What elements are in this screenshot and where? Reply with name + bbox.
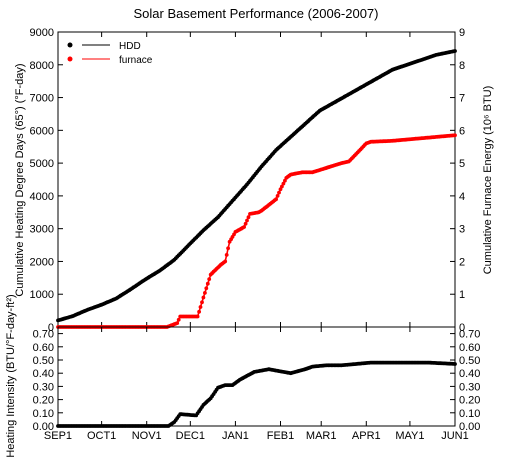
furnace-series-point xyxy=(274,197,278,202)
bottom-left-tick-label: 0.10 xyxy=(33,408,54,420)
chart-title: Solar Basement Performance (2006-2007) xyxy=(134,6,379,21)
bottom-left-tick-label: 0.50 xyxy=(33,355,54,367)
top-left-tick-label: 5000 xyxy=(30,158,54,170)
furnace-series-point xyxy=(223,259,228,264)
top-right-tick-label: 6 xyxy=(459,125,465,137)
bottom-right-tick-label: 0.10 xyxy=(459,408,480,420)
top-right-tick-label: 3 xyxy=(459,224,465,236)
bottom-right-axis: 0.000.100.20 0.300.400.500.600.70 xyxy=(450,329,480,433)
x-tick-label: DEC1 xyxy=(176,430,205,442)
furnace-series-point xyxy=(197,309,202,314)
x-tick-label: NOV1 xyxy=(132,430,162,442)
top-right-tick-label: 4 xyxy=(459,191,465,203)
y-axis-label-right: Cumulative Furnace Energy (10⁶ BTU) xyxy=(482,86,494,275)
furnace-series-point xyxy=(198,305,203,309)
bottom-right-tick-label: 0.20 xyxy=(459,395,480,407)
furnace-series-point xyxy=(175,321,180,325)
top-right-tick-label: 7 xyxy=(459,93,465,105)
furnace-series-point xyxy=(280,184,284,189)
top-left-tick-label: 4000 xyxy=(30,191,54,203)
bottom-x-axis: SEP1 OCT1 NOV1 DEC1 JAN1 FEB1 MAR1 APR1 MAY1 JUN1 xyxy=(44,327,469,442)
top-left-axis: 0 1000 2000 3000 4000 5000 6000 7000 8000 9000 xyxy=(30,27,63,334)
furnace-series-point xyxy=(281,181,286,186)
legend-label-hdd: HDD xyxy=(119,41,141,52)
x-tick-label: MAR1 xyxy=(306,430,337,442)
bottom-series-group xyxy=(56,360,457,428)
furnace-series-point xyxy=(246,215,251,220)
furnace-series-point xyxy=(207,277,212,281)
top-left-tick-label: 8000 xyxy=(30,60,54,72)
furnace-series-point xyxy=(278,187,283,192)
top-right-tick-label: 8 xyxy=(459,60,465,72)
legend-label-furnace: furnace xyxy=(119,55,153,66)
hdd-series-line xyxy=(57,50,456,322)
x-tick-label: SEP1 xyxy=(44,430,72,442)
furnace-series-point xyxy=(205,281,210,286)
furnace-series-point xyxy=(275,194,280,198)
top-left-tick-label: 0 xyxy=(48,322,54,334)
bottom-right-tick-label: 0.60 xyxy=(459,342,480,354)
hdd-series-point xyxy=(453,49,457,53)
top-left-tick-label: 9000 xyxy=(30,27,54,39)
top-left-tick-label: 2000 xyxy=(30,256,54,268)
furnace-series-point xyxy=(277,190,281,195)
top-right-tick-label: 2 xyxy=(459,256,465,268)
bottom-left-tick-label: 0.40 xyxy=(33,368,54,380)
x-tick-label: OCT1 xyxy=(87,430,116,442)
bottom-right-tick-label: 0.30 xyxy=(459,381,480,393)
top-right-tick-label: 0 xyxy=(459,322,465,334)
top-plot: 0 1000 2000 3000 4000 5000 6000 7000 8000 9000 0 1… xyxy=(14,27,494,334)
y-axis-label-left: Cumulative Heating Degree Days (65°) (°F… xyxy=(14,63,26,296)
x-tick-label: JUN1 xyxy=(441,430,469,442)
top-right-tick-label: 9 xyxy=(459,27,465,39)
furnace-series-point xyxy=(195,314,200,319)
furnace-series-point xyxy=(204,286,209,291)
furnace-series-point xyxy=(243,221,248,226)
top-left-tick-label: 1000 xyxy=(30,289,54,301)
top-series-group xyxy=(56,49,457,329)
bottom-left-tick-label: 0.70 xyxy=(33,329,54,341)
furnace-series-point xyxy=(203,291,207,295)
bottom-right-tick-label: 0.40 xyxy=(459,368,480,380)
bottom-left-tick-label: 0.20 xyxy=(33,395,54,407)
furnace-series-point xyxy=(224,253,229,257)
x-tick-label: APR1 xyxy=(352,430,381,442)
top-right-axis: 0 1 2 3 4 5 6 7 8 9 xyxy=(450,27,465,334)
bottom-left-axis: 0.000.100.20 0.300.400.500.600.70 xyxy=(33,329,63,433)
furnace-series-point xyxy=(176,317,181,322)
legend-marker-furnace xyxy=(67,56,73,62)
furnace-series-point xyxy=(201,295,206,300)
top-plot-frame xyxy=(57,31,456,328)
top-right-tick-label: 1 xyxy=(459,289,465,301)
legend-marker-hdd xyxy=(67,42,73,48)
furnace-series-point xyxy=(283,178,287,183)
x-tick-label: MAY1 xyxy=(395,430,424,442)
bottom-left-tick-label: 0.30 xyxy=(33,381,54,393)
intensity-series-point xyxy=(453,362,457,366)
top-x-axis xyxy=(57,32,456,327)
bottom-left-tick-label: 0.60 xyxy=(33,342,54,354)
bottom-left-tick-label: 0.00 xyxy=(33,421,54,433)
top-left-tick-label: 7000 xyxy=(30,93,54,105)
x-tick-label: FEB1 xyxy=(267,430,295,442)
furnace-series-point xyxy=(453,133,457,138)
top-left-tick-label: 6000 xyxy=(30,125,54,137)
furnace-series-point xyxy=(226,246,231,251)
bottom-plot-frame xyxy=(57,326,456,427)
furnace-series-point xyxy=(245,218,249,223)
furnace-series-point xyxy=(242,225,247,229)
top-left-tick-label: 3000 xyxy=(30,224,54,236)
bottom-y-axis-label: Heating Intensity (BTU/°F-day-ft²) xyxy=(5,294,17,457)
bottom-right-tick-label: 0.70 xyxy=(459,329,480,341)
legend: HDD furnace xyxy=(67,41,153,66)
bottom-right-tick-label: 0.50 xyxy=(459,355,480,367)
furnace-series-point xyxy=(200,300,204,305)
bottom-plot: 0.000.100.200.300.400.500.600.70 0.000.1… xyxy=(5,294,480,457)
top-right-tick-label: 5 xyxy=(459,158,465,170)
bottom-right-tick-label: 0.00 xyxy=(459,421,480,433)
x-tick-label: JAN1 xyxy=(222,430,249,442)
